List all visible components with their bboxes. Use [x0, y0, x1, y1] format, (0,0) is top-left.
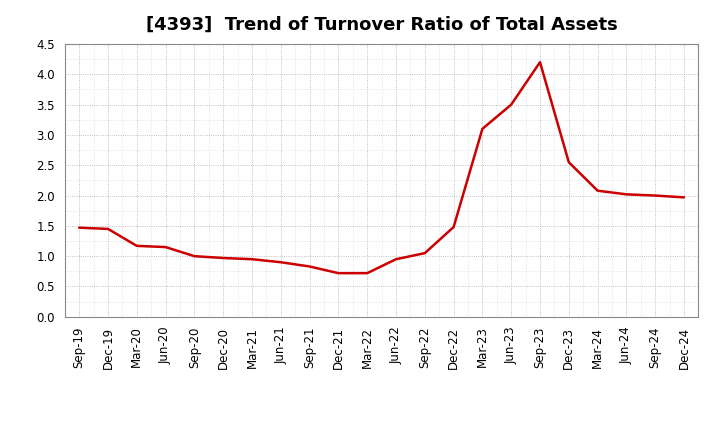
Title: [4393]  Trend of Turnover Ratio of Total Assets: [4393] Trend of Turnover Ratio of Total …	[145, 16, 618, 34]
